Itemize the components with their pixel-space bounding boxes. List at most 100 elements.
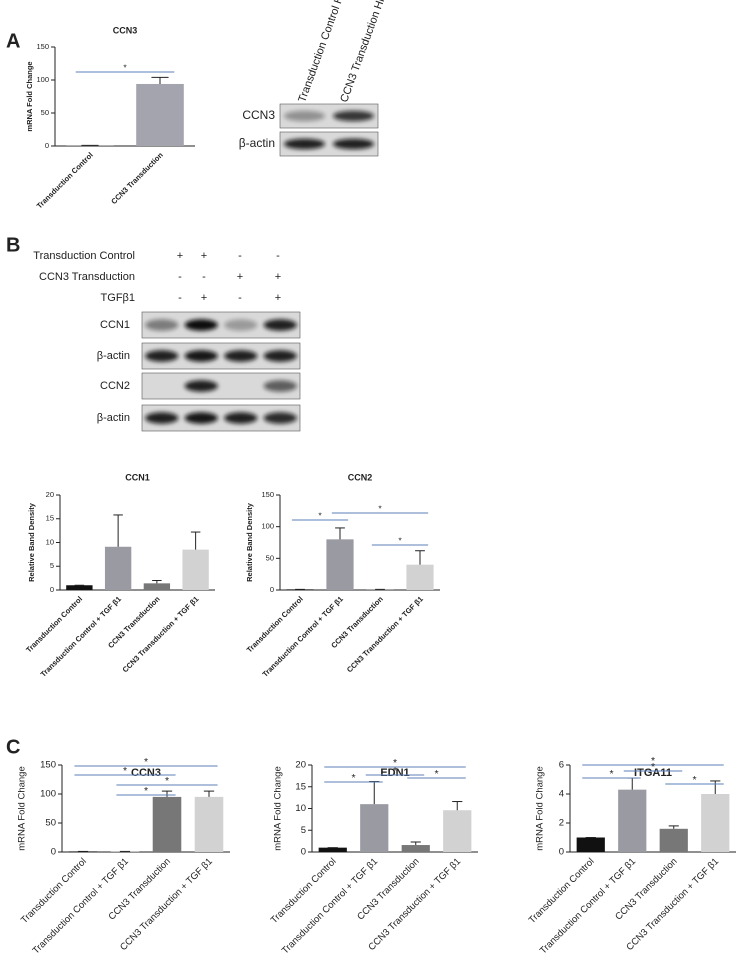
blot-band: [332, 110, 375, 122]
blot-band: [145, 319, 179, 331]
y-tick-label: 0: [301, 847, 306, 858]
y-axis-label: Relative Band Density: [245, 502, 254, 582]
blot-band: [283, 138, 326, 150]
bar: [401, 845, 430, 852]
condition-sign: -: [178, 271, 182, 283]
significance-label: *: [609, 768, 613, 780]
condition-sign: -: [238, 250, 242, 262]
y-tick-label: 150: [261, 490, 274, 499]
condition-sign: -: [202, 271, 206, 283]
y-tick-label: 100: [36, 75, 49, 84]
condition-sign: +: [275, 271, 281, 283]
bar: [194, 796, 224, 852]
blot-band: [184, 350, 218, 362]
bar: [136, 83, 184, 146]
bar: [326, 539, 354, 590]
y-tick-label: 150: [40, 760, 56, 771]
significance-label: *: [144, 756, 148, 768]
panel-label: B: [6, 234, 20, 256]
blot-band: [224, 412, 258, 424]
condition-sign: +: [177, 250, 183, 262]
bar: [66, 585, 93, 590]
y-axis-label: mRNA Fold Change: [25, 61, 34, 131]
significance-label: *: [398, 535, 402, 545]
y-tick-label: 150: [36, 42, 49, 51]
y-tick-label: 15: [46, 514, 54, 523]
significance-label: *: [144, 785, 148, 797]
blot-row-label: CCN3: [242, 108, 275, 122]
significance-label: *: [318, 510, 322, 520]
chart-title: ITGA11: [634, 767, 672, 779]
y-tick-label: 50: [45, 818, 56, 829]
y-axis-label: mRNA Fold Change: [535, 766, 546, 850]
y-tick-label: 5: [50, 561, 54, 570]
y-tick-label: 4: [559, 789, 564, 800]
y-axis-label: mRNA Fold Change: [273, 766, 284, 850]
x-tick-label: Transduction Control: [35, 150, 95, 210]
y-tick-label: 50: [41, 108, 49, 117]
y-tick-label: 100: [261, 522, 274, 531]
blot-band: [145, 350, 179, 362]
significance-label: *: [123, 765, 127, 777]
y-tick-label: 10: [46, 537, 54, 546]
y-tick-label: 100: [40, 789, 56, 800]
bar: [318, 847, 347, 852]
bar: [576, 837, 605, 852]
chart-title: EDN1: [380, 767, 409, 779]
blot-band: [263, 380, 297, 392]
y-tick-label: 20: [46, 490, 54, 499]
blot-row-label: β-actin: [97, 350, 130, 362]
blot-band: [184, 380, 218, 392]
chart-title: CCN3: [113, 25, 138, 35]
y-tick-label: 6: [559, 760, 564, 771]
bar: [443, 810, 472, 852]
bar: [104, 546, 132, 590]
significance-label: *: [692, 774, 696, 786]
blot-band: [224, 319, 258, 331]
blot-row-label: β-actin: [239, 136, 275, 150]
blot-band: [283, 110, 326, 122]
y-tick-label: 15: [295, 781, 306, 792]
y-tick-label: 0: [559, 847, 564, 858]
panel-label: A: [6, 30, 20, 52]
y-tick-label: 0: [50, 585, 54, 594]
x-tick-label: CCN3 Transduction + TGF β1: [345, 594, 425, 674]
bar: [360, 804, 389, 852]
bar: [182, 549, 209, 590]
significance-label: *: [651, 755, 655, 767]
y-tick-label: 0: [270, 585, 274, 594]
significance-label: *: [393, 765, 397, 777]
y-tick-label: 50: [266, 553, 274, 562]
significance-label: *: [378, 503, 382, 513]
condition-sign: -: [276, 250, 280, 262]
bar: [143, 583, 171, 590]
condition-label: CCN3 Transduction: [39, 271, 135, 283]
blot-band: [184, 319, 218, 331]
condition-sign: +: [237, 271, 243, 283]
y-tick-label: 5: [301, 825, 306, 836]
bar: [701, 794, 730, 852]
chart-title: CCN3: [131, 767, 161, 779]
blot-band: [332, 138, 375, 150]
y-tick-label: 20: [295, 760, 306, 771]
condition-sign: +: [201, 250, 207, 262]
condition-sign: -: [178, 292, 182, 304]
y-tick-label: 10: [295, 803, 306, 814]
panel-label: C: [6, 736, 20, 758]
bar: [152, 796, 182, 852]
y-tick-label: 0: [45, 141, 49, 150]
condition-sign: +: [201, 292, 207, 304]
blot-band: [224, 350, 258, 362]
x-tick-label: CCN3 Transduction: [109, 150, 165, 206]
y-tick-label: 2: [559, 818, 564, 829]
blot-row-label: CCN2: [100, 380, 130, 392]
significance-label: *: [393, 757, 397, 769]
x-tick-label: CCN3 Transduction + TGF β1: [118, 856, 215, 953]
lane-label: CCN3 Transduction HFFs: [338, 0, 393, 104]
bar: [659, 828, 688, 852]
blot-row-label: β-actin: [97, 412, 130, 424]
x-tick-label: Transduction Control + TGF β1: [39, 594, 123, 678]
x-tick-label: Transduction Control + TGF β1: [261, 594, 345, 678]
condition-label: TGFβ1: [101, 292, 135, 304]
